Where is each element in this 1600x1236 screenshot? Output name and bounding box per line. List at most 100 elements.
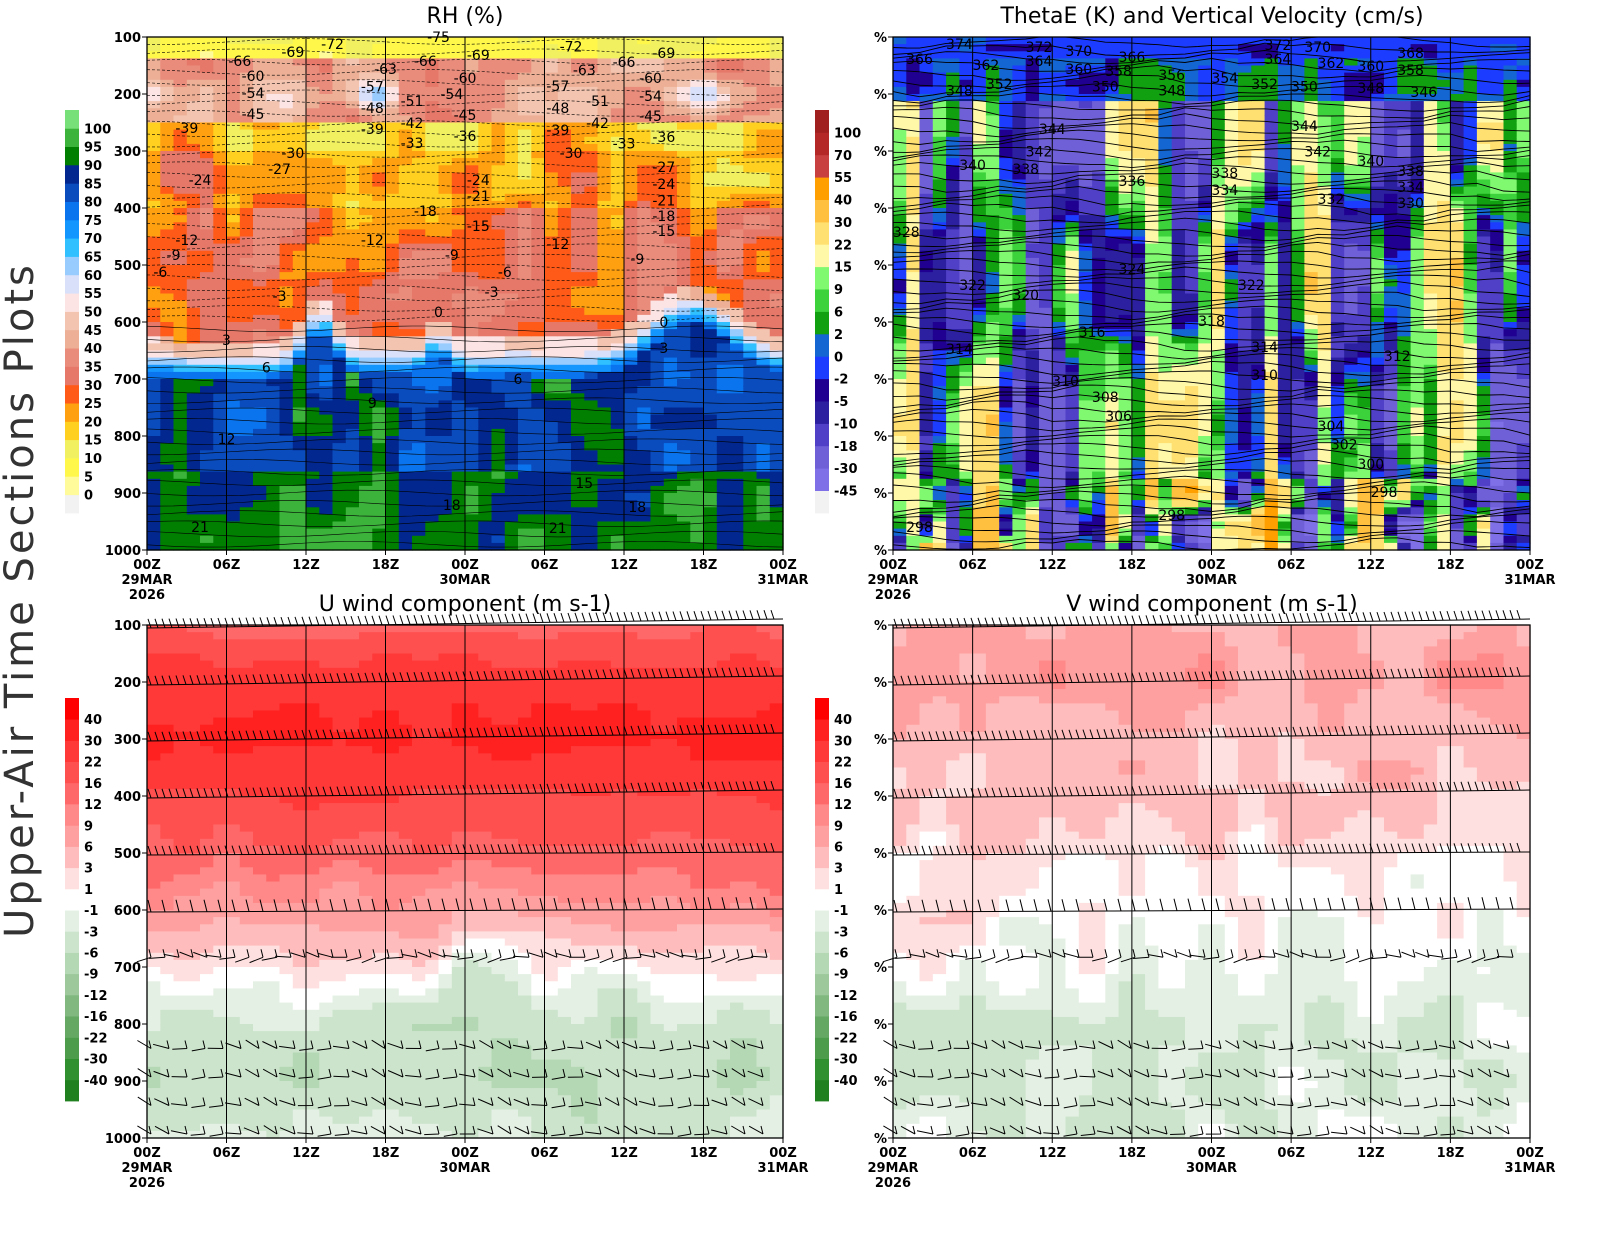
field-cell	[972, 286, 987, 295]
field-cell	[226, 350, 241, 359]
field-cell	[584, 293, 599, 302]
field-cell	[306, 307, 320, 316]
field-cell	[478, 186, 493, 195]
field-cell	[518, 421, 532, 430]
field-cell	[972, 94, 987, 102]
field-cell	[186, 79, 201, 88]
field-cell	[1065, 307, 1080, 316]
field-cell	[306, 122, 320, 131]
field-cell	[756, 58, 771, 67]
field-cell	[544, 172, 559, 181]
field-cell	[1039, 421, 1053, 430]
field-cell	[213, 122, 228, 131]
field-cell	[279, 535, 294, 544]
field-cell	[1092, 535, 1106, 544]
field-cell	[478, 322, 493, 330]
field-cell	[266, 357, 281, 366]
field-cell	[571, 485, 585, 494]
field-cell	[425, 51, 440, 59]
field-cell	[1065, 457, 1080, 466]
field-cell	[893, 186, 907, 195]
field-cell	[173, 186, 188, 195]
field-cell	[1078, 44, 1093, 52]
contour-label: -48	[361, 101, 384, 117]
field-cell	[703, 371, 718, 380]
field-cell	[478, 428, 493, 437]
field-cell	[906, 293, 921, 302]
field-cell	[478, 200, 493, 209]
field-cell	[173, 165, 188, 173]
field-cell	[906, 186, 921, 195]
field-cell	[932, 436, 947, 444]
field-cell	[597, 72, 612, 81]
field-cell	[478, 521, 493, 530]
field-cell	[504, 436, 519, 444]
field-cell	[226, 457, 241, 466]
field-cell	[690, 436, 705, 444]
field-cell	[465, 44, 479, 52]
field-cell	[650, 229, 665, 238]
field-cell	[239, 265, 254, 273]
field-cell	[518, 279, 532, 287]
field-cell	[1065, 521, 1080, 530]
field-cell	[504, 101, 519, 109]
field-cell	[398, 208, 413, 216]
field-cell	[531, 222, 546, 230]
field-cell	[972, 129, 987, 138]
field-cell	[359, 115, 373, 124]
field-cell	[160, 386, 175, 394]
field-cell	[1012, 542, 1027, 551]
field-cell	[451, 542, 466, 551]
field-cell	[253, 165, 267, 173]
field-cell	[398, 257, 413, 266]
field-cell	[959, 250, 974, 259]
field-cell	[173, 193, 188, 202]
field-cell	[743, 193, 758, 202]
field-cell	[1105, 364, 1120, 373]
field-cell	[200, 371, 214, 380]
field-cell	[1052, 535, 1067, 544]
field-cell	[597, 364, 612, 373]
field-cell	[972, 37, 987, 45]
field-cell	[769, 364, 784, 373]
field-cell	[716, 314, 731, 323]
field-cell	[919, 179, 934, 188]
field-cell	[518, 143, 532, 152]
field-cell	[544, 393, 559, 401]
field-cell	[253, 457, 267, 466]
field-cell	[160, 314, 175, 323]
field-cell	[465, 514, 479, 523]
field-cell	[730, 172, 744, 181]
field-cell	[1025, 421, 1040, 430]
field-cell	[1105, 94, 1120, 102]
field-cell	[919, 350, 934, 359]
field-cell	[518, 514, 532, 523]
field-cell	[266, 179, 281, 188]
field-cell	[1078, 243, 1093, 252]
field-cell	[906, 172, 921, 181]
field-cell	[677, 443, 691, 451]
field-cell	[332, 101, 347, 109]
field-cell	[385, 250, 400, 259]
field-cell	[730, 450, 744, 458]
field-cell	[504, 379, 519, 387]
field-cell	[279, 236, 294, 245]
field-cell	[531, 151, 546, 159]
field-cell	[597, 300, 612, 309]
field-cell	[504, 414, 519, 423]
field-cell	[226, 79, 241, 88]
field-cell	[147, 101, 161, 109]
field-cell	[972, 215, 987, 223]
field-cell	[1039, 44, 1053, 52]
field-cell	[999, 250, 1014, 259]
field-cell	[253, 386, 267, 394]
field-cell	[663, 293, 678, 302]
contour-label: -60	[639, 71, 662, 87]
field-cell	[160, 136, 175, 145]
field-cell	[756, 186, 771, 195]
field-cell	[345, 443, 360, 451]
field-cell	[571, 172, 585, 181]
field-cell	[266, 58, 281, 67]
field-cell	[716, 322, 731, 330]
field-cell	[906, 314, 921, 323]
